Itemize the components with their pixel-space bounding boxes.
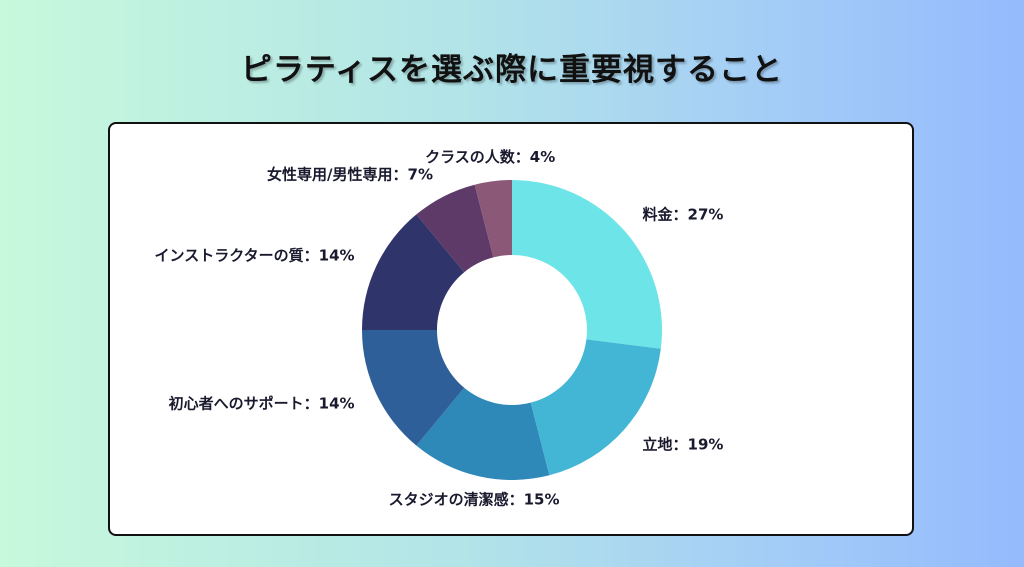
slice-label-0: 料金：27% bbox=[643, 205, 724, 223]
slice-label-4: インストラクターの質：14% bbox=[155, 246, 355, 264]
slice-label-5: 女性専用/男性専用：7% bbox=[267, 165, 433, 183]
chart-card: 料金：27% 立地：19% スタジオの清潔感：15% 初心者へのサポート：14% インス… bbox=[108, 122, 914, 536]
slice-label-2: スタジオの清潔感：15% bbox=[389, 490, 560, 508]
slice-2 bbox=[416, 387, 550, 481]
donut-chart: 料金：27% 立地：19% スタジオの清潔感：15% 初心者へのサポート：14% インス… bbox=[155, 148, 724, 508]
slice-3 bbox=[362, 330, 465, 446]
slice-label-6: クラスの人数：4% bbox=[425, 148, 555, 166]
slice-4 bbox=[362, 214, 465, 330]
chart-title: ピラティスを選ぶ際に重要視すること bbox=[240, 52, 784, 88]
slice-6 bbox=[474, 180, 512, 258]
slice-label-3: 初心者へのサポート：14% bbox=[169, 395, 355, 413]
slice-label-1: 立地：19% bbox=[643, 436, 724, 454]
slice-0 bbox=[512, 180, 663, 349]
slice-1 bbox=[530, 339, 661, 476]
slice-5 bbox=[416, 184, 494, 273]
